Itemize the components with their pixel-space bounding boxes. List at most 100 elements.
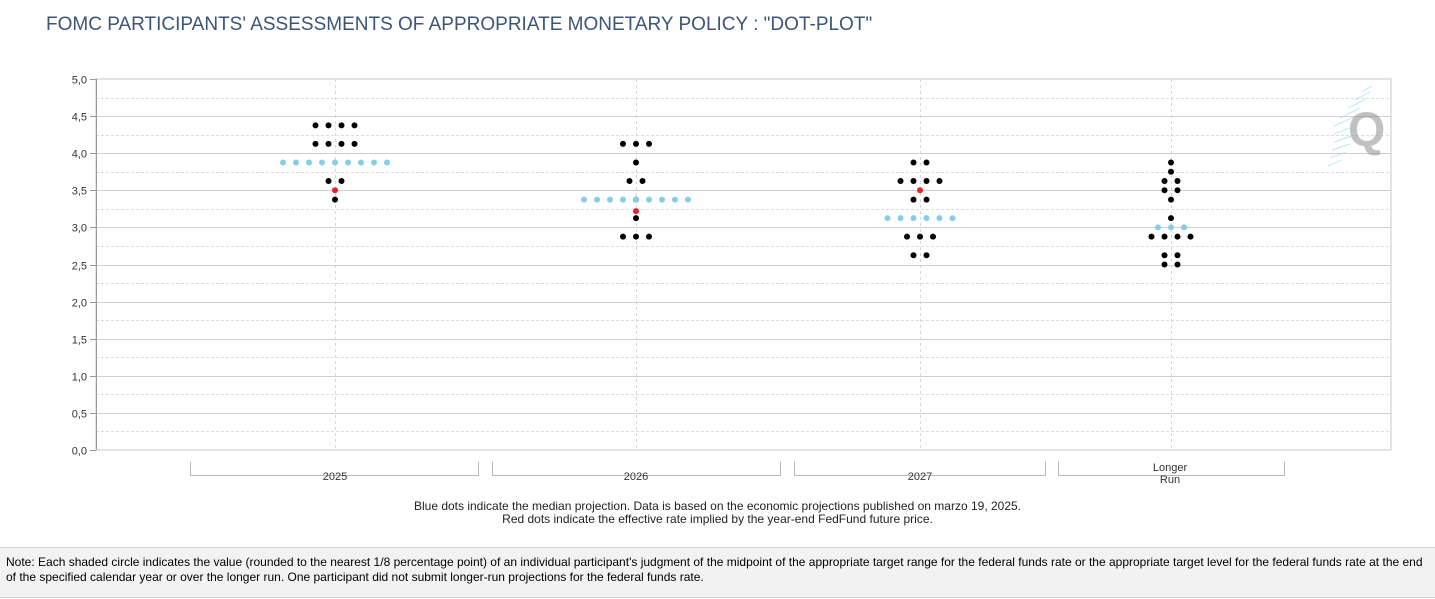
participant-dot: [910, 252, 917, 259]
participant-dot: [917, 233, 923, 240]
participant-dot: [1148, 233, 1155, 240]
y-tick-label: 3,5: [72, 186, 87, 198]
category-bracket: [1058, 461, 1285, 476]
legend-note-future: Red dots indicate the effective rate imp…: [502, 512, 933, 526]
y-tick-label: 4,5: [72, 112, 87, 124]
category-label: 2027: [908, 471, 932, 483]
y-tick-label: 1,0: [72, 372, 87, 384]
category-label: Longer: [1153, 462, 1188, 474]
legend-note: Blue dots indicate the median projection…: [0, 500, 1435, 526]
participant-dot: [923, 196, 930, 203]
participant-dot: [639, 178, 646, 185]
participant-dot: [338, 122, 345, 129]
median-dot: [293, 159, 299, 166]
participant-dot: [633, 140, 639, 147]
median-dot: [358, 159, 364, 166]
participant-dot: [904, 233, 910, 240]
participant-dot: [1168, 168, 1174, 175]
median-dot: [633, 196, 639, 203]
footer: Note: Each shaded circle indicates the v…: [0, 548, 1435, 598]
median-dot: [280, 159, 286, 166]
category-bracket: [794, 461, 1046, 476]
participant-dot: [633, 233, 639, 240]
participant-dot: [620, 233, 626, 240]
median-dot: [306, 159, 312, 166]
participant-dot: [325, 178, 332, 185]
dot-plot: 0,0 0,5 1,0 1,5 2,0 2,5 3,0 3,5 4,0 4,5 5,0 2025 20…: [72, 75, 1392, 486]
participant-dot: [312, 122, 319, 129]
participant-dot: [930, 233, 936, 240]
participant-dot: [1174, 178, 1181, 185]
participant-dot: [1161, 178, 1168, 185]
median-dot: [910, 215, 917, 222]
median-dot: [594, 196, 600, 203]
participant-dot: [1161, 252, 1168, 259]
chart-panel: FOMC PARTICIPANTS' ASSESSMENTS OF APPROP…: [0, 14, 1435, 548]
future-rate-dot: [917, 187, 923, 194]
median-dot: [581, 196, 587, 203]
y-tick-label: 5,0: [72, 75, 87, 87]
category-label: 2025: [323, 471, 347, 483]
participant-dot: [1168, 159, 1174, 166]
category-bracket: [190, 461, 479, 476]
participant-dot: [646, 140, 652, 147]
participant-dot: [338, 140, 345, 147]
median-dot: [332, 159, 338, 166]
median-dot: [672, 196, 678, 203]
participant-dot: [351, 140, 358, 147]
chart-title: FOMC PARTICIPANTS' ASSESSMENTS OF APPROP…: [46, 14, 873, 35]
future-rate-dot: [332, 187, 338, 194]
median-dot: [345, 159, 351, 166]
participant-dot: [620, 140, 626, 147]
category-label: 2026: [624, 471, 648, 483]
median-dot: [646, 196, 652, 203]
median-dot: [620, 196, 626, 203]
participant-dot: [1174, 187, 1181, 194]
median-dot: [897, 215, 904, 222]
median-dot: [607, 196, 613, 203]
participant-dot: [1161, 261, 1168, 268]
median-dot: [1168, 224, 1174, 231]
participant-dot: [936, 178, 943, 185]
participant-dot: [351, 122, 358, 129]
y-tick-label: 0,5: [72, 409, 87, 421]
participant-dot: [910, 159, 917, 166]
participant-dot: [1174, 252, 1181, 259]
median-dot: [371, 159, 377, 166]
participant-dot: [633, 215, 639, 222]
y-tick-label: 1,5: [72, 335, 87, 347]
participant-dot: [910, 178, 917, 185]
y-tick-label: 2,5: [72, 261, 87, 273]
legend-note-median: Blue dots indicate the median projection…: [413, 499, 1022, 513]
y-tick-label: 4,0: [72, 149, 87, 161]
participant-dot: [332, 196, 338, 203]
category-bracket: [492, 461, 781, 476]
median-dot: [659, 196, 665, 203]
median-dot: [685, 196, 691, 203]
participant-dot: [1161, 233, 1168, 240]
y-tick-label: 3,0: [72, 223, 87, 235]
participant-dot: [325, 122, 332, 129]
participant-dot: [338, 178, 345, 185]
median-dot: [319, 159, 325, 166]
participant-dot: [897, 178, 904, 185]
future-rate-dot: [633, 208, 639, 215]
participant-dot: [910, 196, 917, 203]
median-dot: [884, 215, 891, 222]
participant-dot: [1161, 187, 1168, 194]
participant-dot: [923, 159, 930, 166]
median-dot: [936, 215, 943, 222]
participant-dot: [1174, 233, 1181, 240]
participant-dot: [1168, 196, 1174, 203]
median-dot: [1181, 224, 1187, 231]
y-tick-label: 2,0: [72, 298, 87, 310]
watermark-logo-icon: Q: [1327, 85, 1385, 167]
median-dot: [1155, 224, 1161, 231]
participant-dot: [626, 178, 633, 185]
participant-dot: [646, 233, 652, 240]
participant-dot: [325, 140, 332, 147]
participant-dot: [1168, 215, 1174, 222]
median-dot: [923, 215, 930, 222]
category-label: Run: [1160, 474, 1180, 486]
participant-dot: [923, 178, 930, 185]
